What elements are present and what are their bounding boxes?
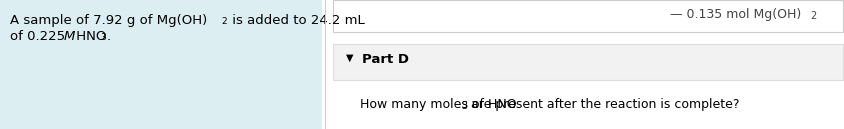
Text: M: M xyxy=(64,30,75,43)
Text: of 0.225: of 0.225 xyxy=(10,30,69,43)
Text: ▼: ▼ xyxy=(345,53,353,63)
Text: How many moles of HNO: How many moles of HNO xyxy=(360,98,516,111)
Text: 2: 2 xyxy=(221,17,226,26)
FancyBboxPatch shape xyxy=(333,44,842,80)
Text: Part D: Part D xyxy=(361,53,408,66)
Text: 2: 2 xyxy=(809,11,815,21)
Text: is added to 24.2 mL: is added to 24.2 mL xyxy=(228,14,365,27)
Text: are present after the reaction is complete?: are present after the reaction is comple… xyxy=(467,98,738,111)
Text: 3: 3 xyxy=(100,33,106,42)
Text: A sample of 7.92 g of Mg(OH): A sample of 7.92 g of Mg(OH) xyxy=(10,14,207,27)
FancyBboxPatch shape xyxy=(333,0,842,32)
Text: — 0.135 mol Mg(OH): — 0.135 mol Mg(OH) xyxy=(669,8,800,21)
FancyBboxPatch shape xyxy=(0,0,322,129)
Text: .: . xyxy=(107,30,111,43)
Text: HNO: HNO xyxy=(72,30,106,43)
Text: 3: 3 xyxy=(461,101,467,111)
